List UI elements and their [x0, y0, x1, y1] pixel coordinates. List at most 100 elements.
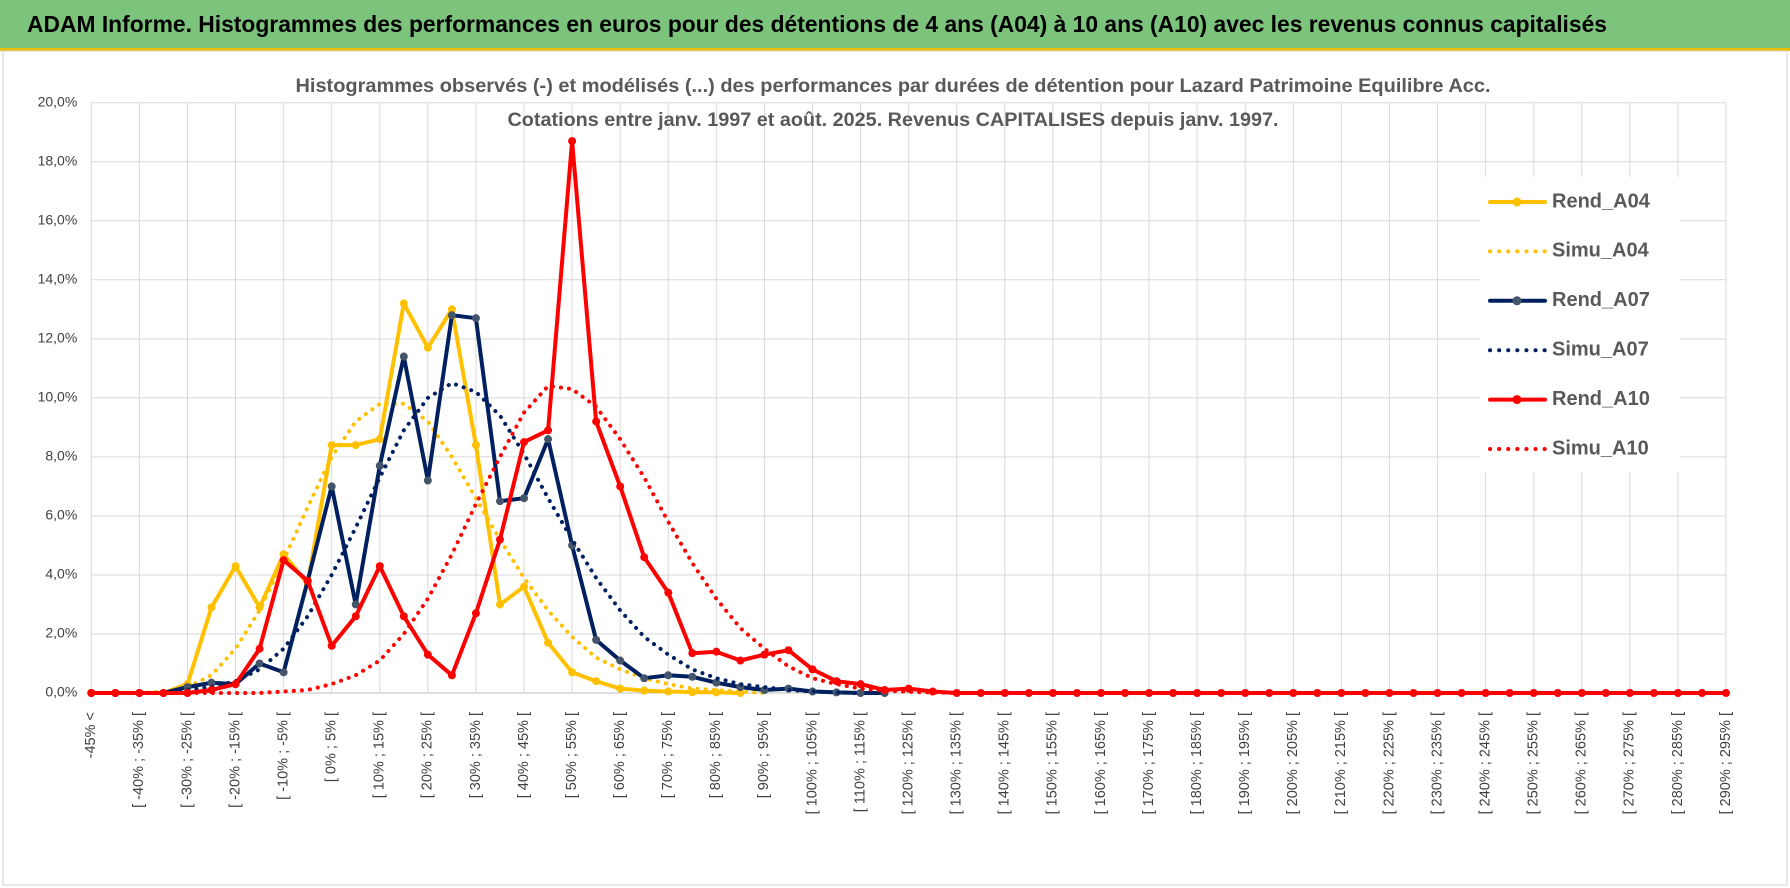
header-bar	[0, 0, 1790, 50]
y-tick-label: 10,0%	[38, 389, 78, 405]
data-point	[351, 441, 360, 450]
data-point	[1553, 689, 1562, 697]
data-point	[207, 603, 216, 612]
data-point	[327, 641, 336, 650]
x-tick-label: [ -30% ; -25% [	[179, 712, 195, 808]
header-rule	[0, 48, 1790, 51]
chart-subtitle: Cotations entre janv. 1997 et août. 2025…	[508, 110, 1279, 131]
y-tick-label: 0,0%	[45, 684, 77, 700]
y-tick-label: 16,0%	[38, 211, 78, 227]
data-point	[375, 461, 384, 470]
x-tick-label: -45% <	[83, 712, 99, 758]
data-point	[1697, 689, 1706, 697]
x-tick-label: [ 170% ; 175% [	[1141, 712, 1157, 814]
observed-line	[89, 301, 743, 695]
data-point	[1121, 689, 1130, 697]
data-point	[207, 678, 216, 687]
data-point	[1601, 689, 1610, 697]
data-point	[279, 668, 288, 677]
data-point	[375, 562, 384, 571]
x-tick-label: [ 0% ; 5% [	[324, 712, 340, 782]
data-point	[1265, 689, 1274, 697]
data-point	[616, 656, 625, 665]
data-point	[231, 680, 240, 689]
data-point	[471, 441, 480, 450]
data-point	[736, 656, 745, 665]
x-tick-label: [ 290% ; 295% [	[1718, 712, 1734, 814]
data-point	[544, 426, 553, 435]
data-point	[688, 688, 697, 697]
data-point	[616, 684, 625, 693]
data-point	[712, 678, 721, 687]
y-tick-label: 18,0%	[38, 152, 78, 168]
data-point	[592, 635, 601, 644]
observed-line	[89, 313, 887, 695]
data-point	[640, 674, 649, 683]
legend-marker	[1512, 296, 1522, 306]
data-point	[976, 689, 985, 697]
x-tick-label: [ 260% ; 265% [	[1574, 712, 1590, 814]
data-point	[1072, 689, 1081, 697]
data-point	[1000, 689, 1009, 697]
x-tick-label: [ 80% ; 85% [	[708, 712, 724, 798]
x-tick-label: [ 200% ; 205% [	[1285, 712, 1301, 814]
data-point	[447, 311, 456, 320]
data-point	[351, 612, 360, 621]
header-title: ADAM Informe. Histogrammes des performan…	[27, 11, 1607, 37]
data-point	[1649, 689, 1658, 697]
data-point	[495, 535, 504, 544]
x-tick-label: [ 230% ; 235% [	[1429, 712, 1445, 814]
y-tick-label: 4,0%	[45, 566, 77, 582]
data-point	[760, 650, 769, 659]
data-point	[255, 644, 264, 653]
data-point	[423, 343, 432, 352]
data-point	[544, 435, 553, 444]
model-line	[89, 401, 767, 695]
data-point	[1673, 689, 1682, 697]
x-tick-label: [ 140% ; 145% [	[997, 712, 1013, 814]
data-point	[688, 649, 697, 658]
x-tick-label: [ 150% ; 155% [	[1045, 712, 1061, 814]
x-tick-label: [ 50% ; 55% [	[564, 712, 580, 798]
x-tick-label: [ 120% ; 125% [	[900, 712, 916, 814]
x-tick-label: [ 270% ; 275% [	[1622, 712, 1638, 814]
data-point	[327, 441, 336, 450]
data-point	[1337, 689, 1346, 697]
data-point	[640, 553, 649, 562]
data-point	[1481, 689, 1490, 697]
data-point	[471, 314, 480, 323]
x-tick-label: [ 40% ; 45% [	[516, 712, 532, 798]
data-point	[1313, 689, 1322, 697]
data-point	[856, 689, 865, 697]
data-point	[495, 497, 504, 506]
data-point	[1505, 689, 1514, 697]
data-point	[423, 650, 432, 659]
data-point	[447, 305, 456, 314]
data-point	[568, 137, 577, 146]
data-point	[471, 609, 480, 618]
data-point	[1529, 689, 1538, 697]
x-tick-label: [ 130% ; 135% [	[949, 712, 965, 814]
x-tick-label: [ -40% ; -35% [	[131, 712, 147, 808]
y-tick-label: 14,0%	[38, 270, 78, 286]
y-tick-label: 20,0%	[38, 93, 78, 109]
data-point	[375, 435, 384, 444]
plot-area	[90, 102, 1727, 694]
data-point	[784, 646, 793, 655]
x-tick-label: [ 90% ; 95% [	[756, 712, 772, 798]
x-tick-label: [ 250% ; 255% [	[1526, 712, 1542, 814]
data-point	[303, 576, 312, 585]
data-point	[1625, 689, 1634, 697]
legend-label: Simu_A04	[1552, 240, 1650, 262]
data-point	[255, 659, 264, 668]
data-point	[279, 556, 288, 565]
data-point	[1241, 689, 1250, 697]
x-tick-label: [ 70% ; 75% [	[660, 712, 676, 798]
x-tick-label: [ 60% ; 65% [	[612, 712, 628, 798]
data-point	[1289, 689, 1298, 697]
x-tick-label: [ 240% ; 245% [	[1477, 712, 1493, 814]
data-point	[1024, 689, 1033, 697]
x-tick-label: [ 220% ; 225% [	[1381, 712, 1397, 814]
data-point	[856, 680, 865, 689]
